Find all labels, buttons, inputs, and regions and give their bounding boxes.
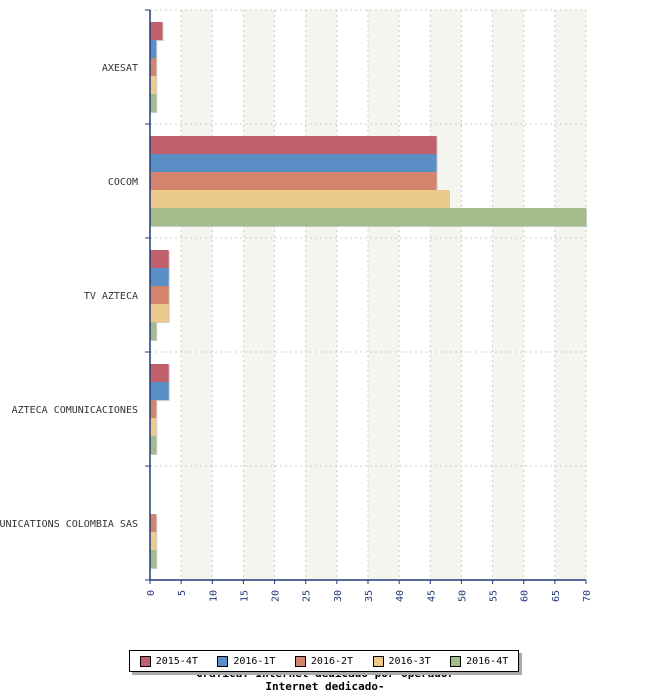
bar-2016-1T — [150, 40, 157, 58]
bar-2016-1T — [150, 268, 169, 286]
bar-2016-4T — [150, 436, 157, 454]
x-tick-label: 15 — [239, 590, 250, 602]
grid-band — [492, 10, 524, 580]
x-tick-label: 30 — [333, 590, 344, 602]
legend-item: 2016-3T — [372, 655, 431, 667]
bar-2016-2T — [150, 58, 157, 76]
bar-2016-4T — [150, 208, 586, 226]
legend-swatch — [450, 655, 462, 667]
x-tick-label: 60 — [520, 590, 531, 602]
x-tick-label: 40 — [395, 590, 406, 602]
bar-2015-4T — [150, 22, 163, 40]
legend-item: 2016-4T — [450, 655, 509, 667]
legend-item: 2015-4T — [139, 655, 198, 667]
x-tick-label: 35 — [364, 590, 375, 602]
legend-label: 2016-2T — [310, 655, 354, 667]
grid-band — [181, 10, 213, 580]
x-tick-label: 65 — [551, 590, 562, 602]
legend-label: 2015-4T — [155, 655, 198, 667]
category-label: AXESAT — [102, 63, 138, 74]
bar-2016-4T — [150, 550, 157, 568]
x-tick-label: 70 — [582, 590, 593, 602]
legend-label: 2016-4T — [466, 655, 509, 667]
x-tick-label: 0 — [146, 590, 157, 596]
x-tick-label: 50 — [457, 590, 468, 602]
category-label: UNICATIONS COLOMBIA SAS — [0, 519, 138, 530]
bar-2016-1T — [150, 382, 169, 400]
bar-2016-2T — [150, 400, 157, 418]
bar-2016-3T — [150, 304, 169, 322]
x-tick-label: 5 — [177, 590, 188, 596]
x-tick-label: 10 — [208, 590, 219, 602]
bar-2016-3T — [150, 532, 157, 550]
x-tick-label: 45 — [426, 590, 437, 602]
bar-2016-3T — [150, 76, 157, 94]
category-label: TV AZTECA — [84, 291, 138, 302]
bar-2015-4T — [150, 250, 169, 268]
legend-label: 2016-1T — [233, 655, 276, 667]
bar-2016-3T — [150, 190, 449, 208]
bar-2015-4T — [150, 364, 169, 382]
bar-2016-2T — [150, 514, 157, 532]
bar-chart: AXESAT COCOM TV AZTECA AZTECA COMUNICACIONE… — [0, 9, 593, 602]
category-label: COCOM — [108, 177, 138, 188]
x-tick-label: 20 — [271, 590, 282, 602]
legend-item: 2016-2T — [294, 655, 354, 667]
legend: 2015-4T 2016-1T 2016-2T 2016-3T 2016-4T — [129, 650, 519, 672]
bar-2016-2T — [150, 172, 437, 190]
bar-2016-3T — [150, 418, 157, 436]
bar-2016-2T — [150, 286, 169, 304]
legend-swatch — [139, 655, 151, 667]
legend-swatch — [294, 655, 306, 667]
bar-2016-4T — [150, 322, 157, 340]
grid-band — [554, 10, 586, 580]
grid-band — [368, 10, 400, 580]
x-tick-label: 25 — [302, 590, 313, 602]
x-tick-label: 55 — [489, 590, 500, 602]
grid-band — [430, 10, 462, 580]
bar-2016-1T — [150, 154, 437, 172]
legend-label: 2016-3T — [388, 655, 431, 667]
grid-band — [305, 10, 337, 580]
category-label: AZTECA COMUNICACIONES — [12, 405, 138, 416]
bar-2016-4T — [150, 94, 157, 112]
legend-swatch — [217, 655, 229, 667]
legend-item: 2016-1T — [217, 655, 276, 667]
bar-2015-4T — [150, 136, 437, 154]
legend-swatch — [372, 655, 384, 667]
chart-subtitle: Internet dedicado- — [265, 680, 385, 693]
grid-band — [243, 10, 275, 580]
